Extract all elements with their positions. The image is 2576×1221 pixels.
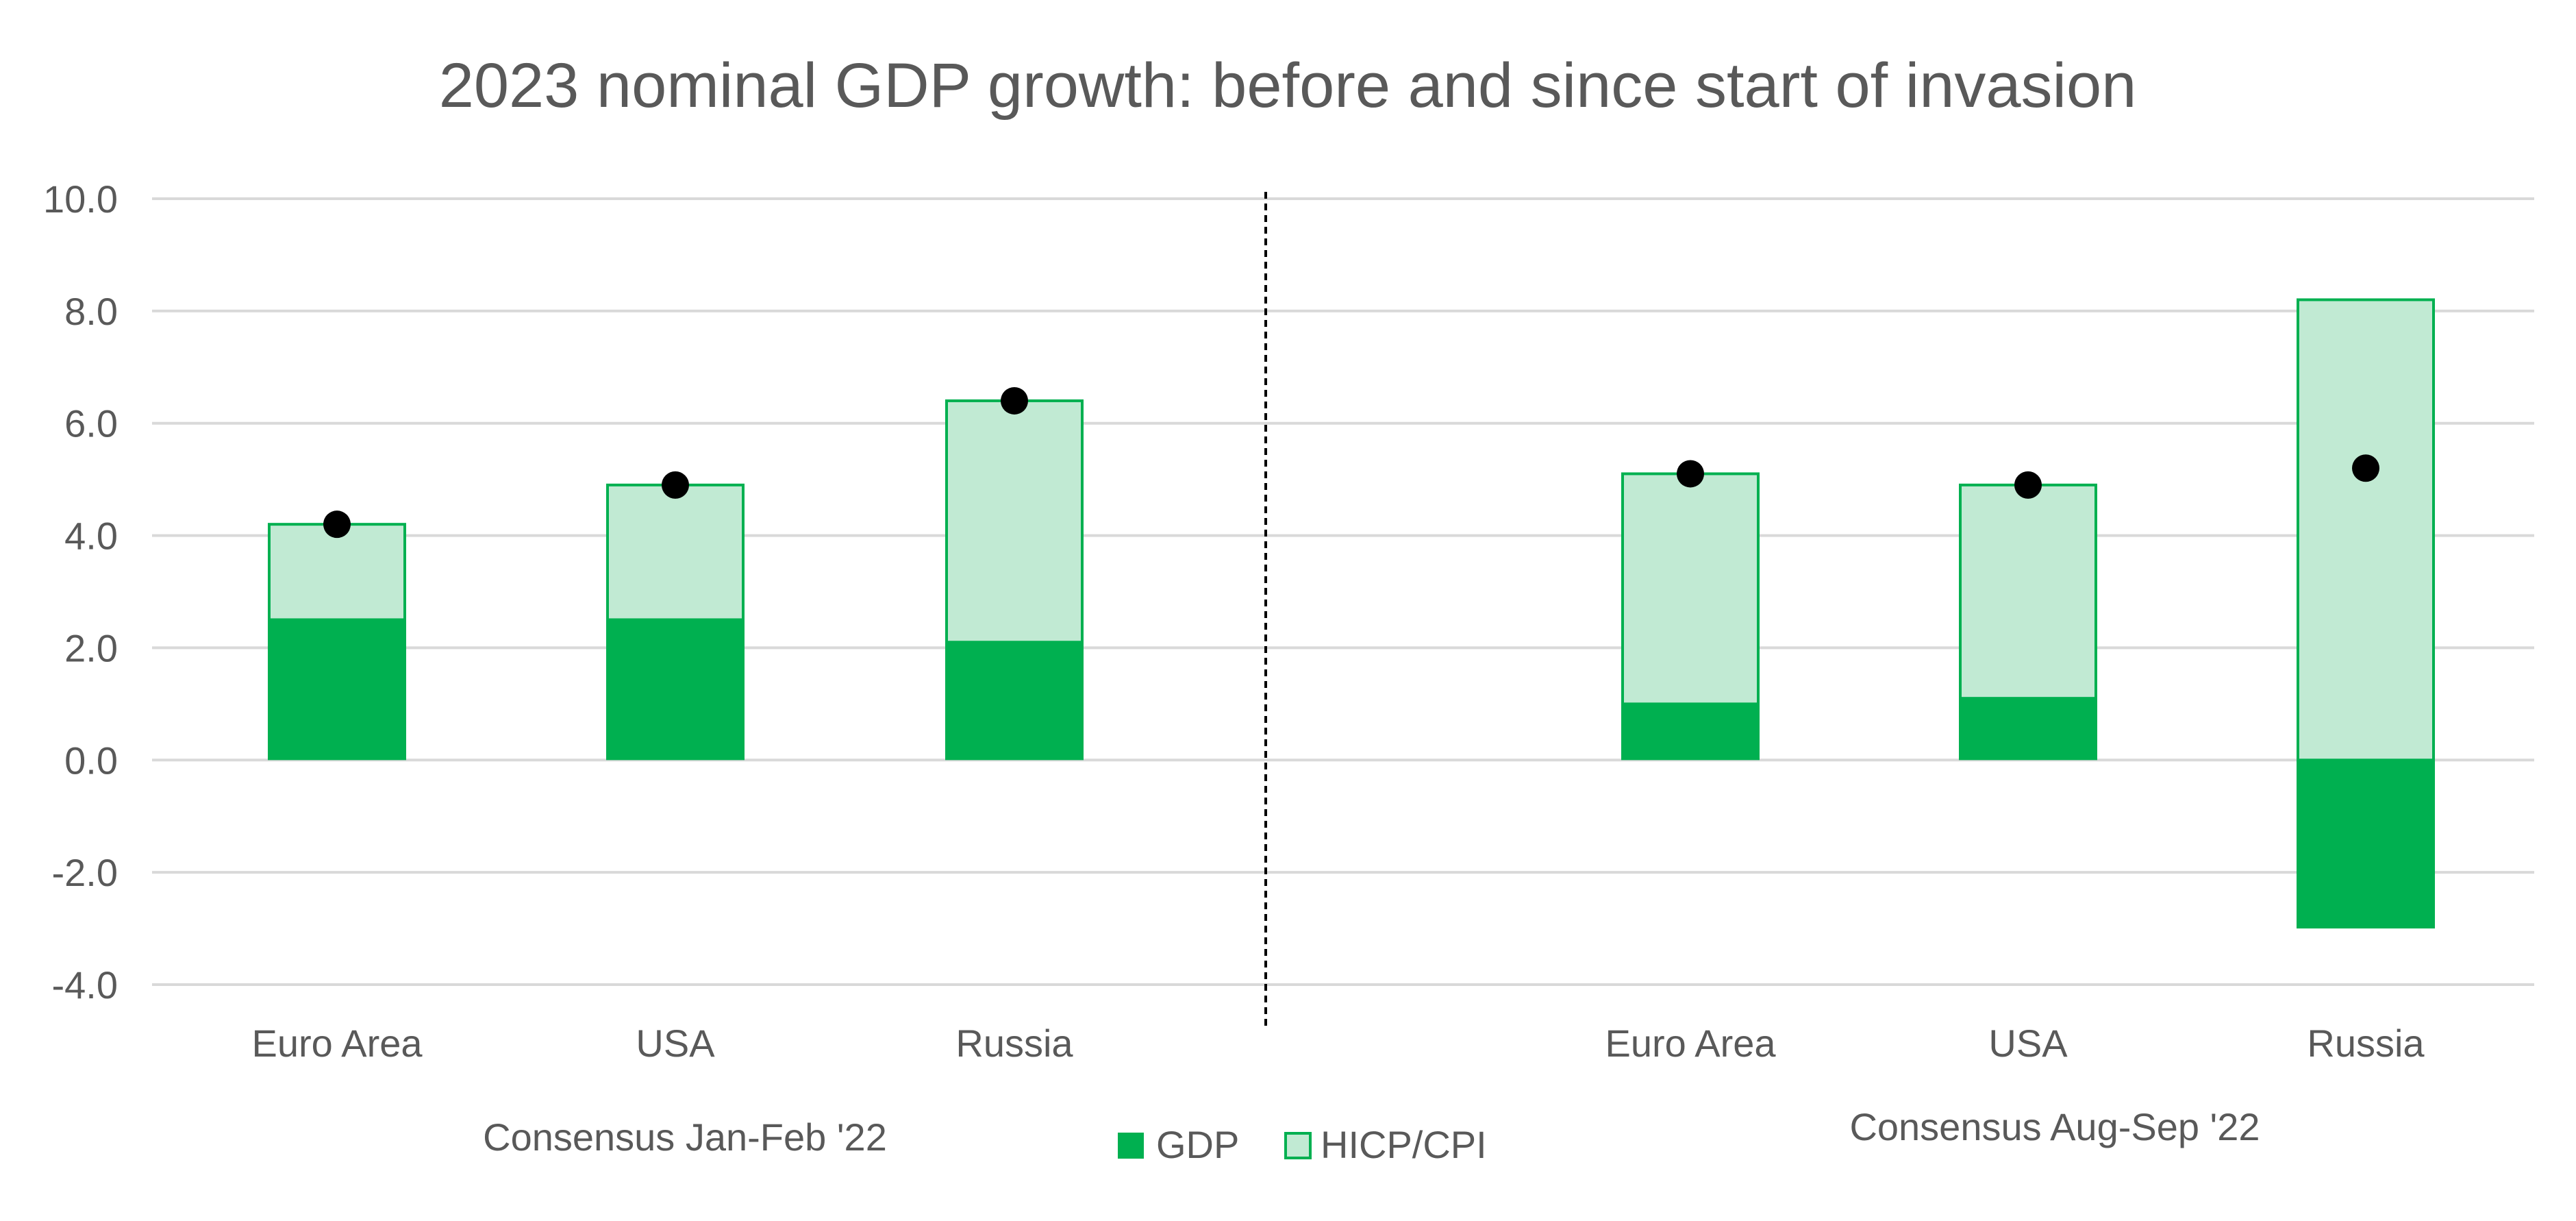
bar-gdp [1959,698,2097,761]
legend: GDP HICP/CPI [1118,1123,1487,1166]
legend-hicp-label: HICP/CPI [1321,1123,1487,1166]
x-category-label: Russia [2307,1022,2425,1065]
x-group-label: Consensus Jan-Feb '22 [483,1115,887,1159]
nominal-gdp-marker [2352,454,2379,482]
bar-hicp-cpi [1959,483,2097,700]
y-tick-label: 4.0 [64,515,118,558]
gridlines [152,197,2534,986]
y-tick-label: 8.0 [64,290,118,333]
y-tick-label: 0.0 [64,739,118,782]
legend-hicp-swatch [1284,1132,1312,1159]
bar-gdp [606,619,745,761]
x-category-label: Russia [955,1022,1073,1065]
nominal-gdp-marker [2014,471,2042,499]
y-tick-label: 6.0 [64,402,118,445]
bar-hicp-cpi [606,483,745,621]
bar-hicp-cpi [2297,298,2435,762]
y-tick-label: 2.0 [64,626,118,669]
legend-gdp-swatch [1118,1133,1144,1159]
nominal-gdp-marker [1677,460,1704,488]
bar-gdp [1621,704,1760,761]
bar-hicp-cpi [945,399,1084,644]
bar-hicp-cpi [1621,472,1760,706]
y-tick-label: -2.0 [52,851,118,894]
bars [268,298,2435,929]
bar-gdp [268,619,406,761]
bar-hicp-cpi [268,523,406,621]
group-labels: Consensus Jan-Feb '22 Consensus Aug-Sep '… [483,1105,2260,1159]
y-tick-label: 10.0 [43,177,118,221]
nominal-gdp-markers [323,386,2379,539]
x-category-label: Euro Area [251,1022,423,1065]
y-axis-ticks: 10.0 8.0 6.0 4.0 2.0 0.0 -2.0 -4.0 [43,177,118,1007]
bar-gdp [2297,760,2435,929]
x-category-label: USA [636,1022,715,1065]
nominal-gdp-marker [323,510,351,539]
nominal-gdp-marker [662,471,689,499]
x-group-label: Consensus Aug-Sep '22 [1849,1105,2260,1148]
category-labels: Euro Area USA Russia Euro Area USA Russia [251,1022,2425,1065]
y-tick-label: -4.0 [52,963,118,1007]
chart-title: 2023 nominal GDP growth: before and sinc… [439,51,2137,121]
x-category-label: Euro Area [1605,1022,1776,1065]
bar-gdp [945,642,1084,761]
x-category-label: USA [1988,1022,2068,1065]
legend-gdp-label: GDP [1156,1123,1239,1166]
nominal-gdp-marker [1001,386,1028,415]
